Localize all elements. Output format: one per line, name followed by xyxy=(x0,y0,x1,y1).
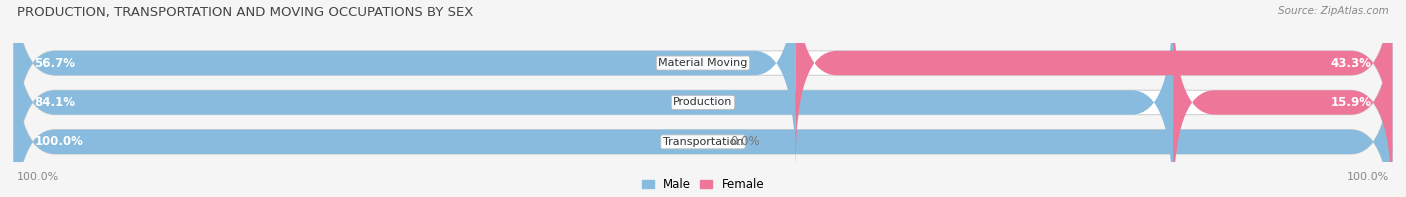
Text: Transportation: Transportation xyxy=(662,137,744,147)
FancyBboxPatch shape xyxy=(1173,0,1392,197)
Text: 84.1%: 84.1% xyxy=(35,96,76,109)
Text: Material Moving: Material Moving xyxy=(658,58,748,68)
Text: 56.7%: 56.7% xyxy=(35,57,76,70)
Text: 100.0%: 100.0% xyxy=(1347,172,1389,182)
Text: 100.0%: 100.0% xyxy=(35,135,83,148)
Text: PRODUCTION, TRANSPORTATION AND MOVING OCCUPATIONS BY SEX: PRODUCTION, TRANSPORTATION AND MOVING OC… xyxy=(17,6,474,19)
Text: 100.0%: 100.0% xyxy=(17,172,59,182)
Text: Source: ZipAtlas.com: Source: ZipAtlas.com xyxy=(1278,6,1389,16)
Text: Production: Production xyxy=(673,98,733,107)
FancyBboxPatch shape xyxy=(796,0,1392,169)
FancyBboxPatch shape xyxy=(14,0,1173,197)
Text: 43.3%: 43.3% xyxy=(1330,57,1371,70)
FancyBboxPatch shape xyxy=(14,0,796,169)
Legend: Male, Female: Male, Female xyxy=(641,178,765,191)
Text: 0.0%: 0.0% xyxy=(731,135,761,148)
FancyBboxPatch shape xyxy=(14,0,1392,169)
FancyBboxPatch shape xyxy=(14,36,1392,197)
FancyBboxPatch shape xyxy=(14,36,1392,197)
FancyBboxPatch shape xyxy=(14,0,1392,197)
Text: 15.9%: 15.9% xyxy=(1330,96,1371,109)
